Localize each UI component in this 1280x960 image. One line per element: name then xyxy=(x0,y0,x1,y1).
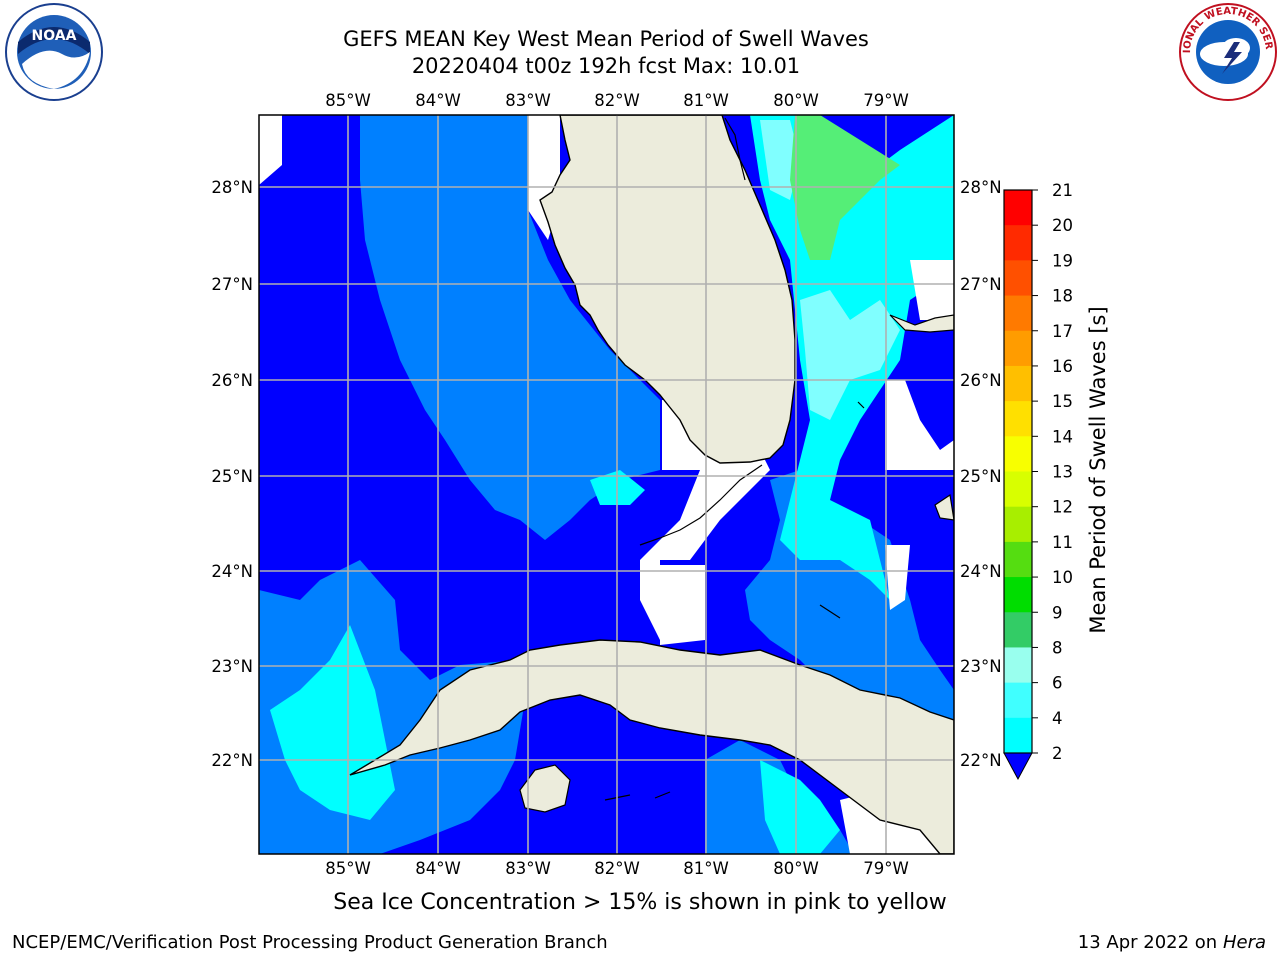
colorbar-segment xyxy=(1004,365,1032,402)
colorbar-segment xyxy=(1004,717,1032,754)
lat-label: 27°N xyxy=(960,275,1002,294)
colorbar-segment xyxy=(1004,401,1032,437)
no-data-region xyxy=(885,380,954,470)
florida-landmass xyxy=(539,115,796,464)
footer-date: 13 Apr 2022 on Hera xyxy=(1078,932,1266,953)
lon-label: 80°W xyxy=(773,91,819,110)
map-frame xyxy=(258,114,955,855)
lat-label: 25°N xyxy=(960,467,1002,486)
colorbar-tick-label: 13 xyxy=(1052,463,1073,482)
florida-keys-outline xyxy=(639,464,763,546)
lon-label: 83°W xyxy=(505,91,551,110)
lat-labels-right: 28°N 27°N 26°N 25°N 24°N 23°N 22°N xyxy=(960,178,1002,770)
colorbar-tick-label: 14 xyxy=(1052,427,1073,446)
colorbar-tick-label: 12 xyxy=(1052,498,1073,517)
colorbar-segment xyxy=(1004,225,1032,261)
colorbar-segment xyxy=(1004,541,1032,578)
colorbar-segment xyxy=(1004,260,1032,297)
bahamas-island xyxy=(889,314,954,333)
colorbar-segment xyxy=(1004,295,1032,332)
lat-label: 25°N xyxy=(211,467,253,486)
lon-label: 82°W xyxy=(594,91,640,110)
swell-band-4-6 xyxy=(360,115,660,540)
lat-label: 23°N xyxy=(211,657,253,676)
colorbar-label: Mean Period of Swell Waves [s] xyxy=(1086,306,1110,634)
colorbar-tick-label: 9 xyxy=(1052,603,1063,622)
lat-label: 24°N xyxy=(211,562,253,581)
colorbar-tick-label: 4 xyxy=(1052,709,1063,728)
lon-label: 81°W xyxy=(683,859,729,878)
lon-label: 83°W xyxy=(505,859,551,878)
colorbar-segment xyxy=(1004,436,1032,472)
swell-band-6-8 xyxy=(760,760,840,854)
lat-label: 26°N xyxy=(211,371,253,390)
footer-host: Hera xyxy=(1222,932,1266,953)
colorbar-tick-label: 17 xyxy=(1052,322,1073,341)
colorbar-segment xyxy=(1004,647,1032,684)
colorbar-segment xyxy=(1004,612,1032,648)
footer-date-text: 13 Apr 2022 on xyxy=(1077,932,1223,953)
lon-label: 84°W xyxy=(415,859,461,878)
map-gridlines xyxy=(259,115,954,854)
lat-label: 28°N xyxy=(211,178,253,197)
colorbar-tick-label: 19 xyxy=(1052,251,1073,270)
footer-credit: NCEP/EMC/Verification Post Processing Pr… xyxy=(12,932,608,953)
lon-label: 81°W xyxy=(683,91,729,110)
lon-label: 80°W xyxy=(773,859,819,878)
no-data-region xyxy=(259,115,282,185)
lon-label: 82°W xyxy=(594,859,640,878)
colorbar-segment xyxy=(1004,577,1032,613)
colorbar-tick-label: 18 xyxy=(1052,287,1073,306)
no-data-region xyxy=(885,545,910,610)
no-data-region xyxy=(910,260,954,320)
noaa-logo-icon: NOAA xyxy=(5,3,103,101)
colorbar-tick-label: 2 xyxy=(1052,744,1063,763)
lat-label: 23°N xyxy=(960,657,1002,676)
lat-label: 22°N xyxy=(211,751,253,770)
bahamas-island xyxy=(934,493,954,521)
lon-label: 79°W xyxy=(863,859,909,878)
colorbar-tick-label: 6 xyxy=(1052,674,1063,693)
colorbar-tick-label: 16 xyxy=(1052,357,1073,376)
colorbar-tick-label: 8 xyxy=(1052,638,1063,657)
noaa-logo-text: NOAA xyxy=(32,28,77,44)
lat-labels-left: 28°N 27°N 26°N 25°N 24°N 23°N 22°N xyxy=(211,178,253,770)
colorbar-tick-label: 20 xyxy=(1052,216,1073,235)
lat-label: 24°N xyxy=(960,562,1002,581)
lat-label: 28°N xyxy=(960,178,1002,197)
colorbar-tick-label: 10 xyxy=(1052,568,1073,587)
nws-logo-icon: NATIONAL WEATHER SERVICE xyxy=(1178,2,1277,101)
colorbar-segment xyxy=(1004,506,1032,543)
lat-label: 22°N xyxy=(960,751,1002,770)
colorbar-segment xyxy=(1004,682,1032,719)
lon-label: 84°W xyxy=(415,91,461,110)
colorbar-segment xyxy=(1004,330,1032,367)
map-plot-area xyxy=(259,115,954,854)
lon-label: 85°W xyxy=(325,91,371,110)
colorbar-tick-label: 21 xyxy=(1052,181,1073,200)
lon-label: 85°W xyxy=(325,859,371,878)
coast-detail xyxy=(724,117,746,181)
lat-label: 26°N xyxy=(960,371,1002,390)
colorbar: 21 20 19 18 17 16 15 14 13 12 11 10 9 8 6 4 2 xyxy=(1003,181,1073,781)
swell-band-8-9 xyxy=(800,290,900,420)
colorbar-under-arrow xyxy=(1003,752,1033,781)
sea-ice-note: Sea Ice Concentration > 15% is shown in … xyxy=(333,890,947,915)
lat-label: 27°N xyxy=(211,275,253,294)
lon-labels-top: 85°W 84°W 83°W 82°W 81°W 80°W 79°W xyxy=(325,91,909,110)
chart-subtitle: 20220404 t00z 192h fcst Max: 10.01 xyxy=(411,54,801,78)
colorbar-segment xyxy=(1004,471,1032,508)
colorbar-segment xyxy=(1004,190,1032,226)
chart-title: GEFS MEAN Key West Mean Period of Swell … xyxy=(343,27,869,51)
lon-label: 79°W xyxy=(863,91,909,110)
colorbar-tick-label: 11 xyxy=(1052,533,1073,552)
cuba-landmass xyxy=(349,639,954,854)
no-data-region xyxy=(660,565,705,645)
colorbar-tick-label: 15 xyxy=(1052,392,1073,411)
lon-labels-bottom: 85°W 84°W 83°W 82°W 81°W 80°W 79°W xyxy=(325,859,909,878)
